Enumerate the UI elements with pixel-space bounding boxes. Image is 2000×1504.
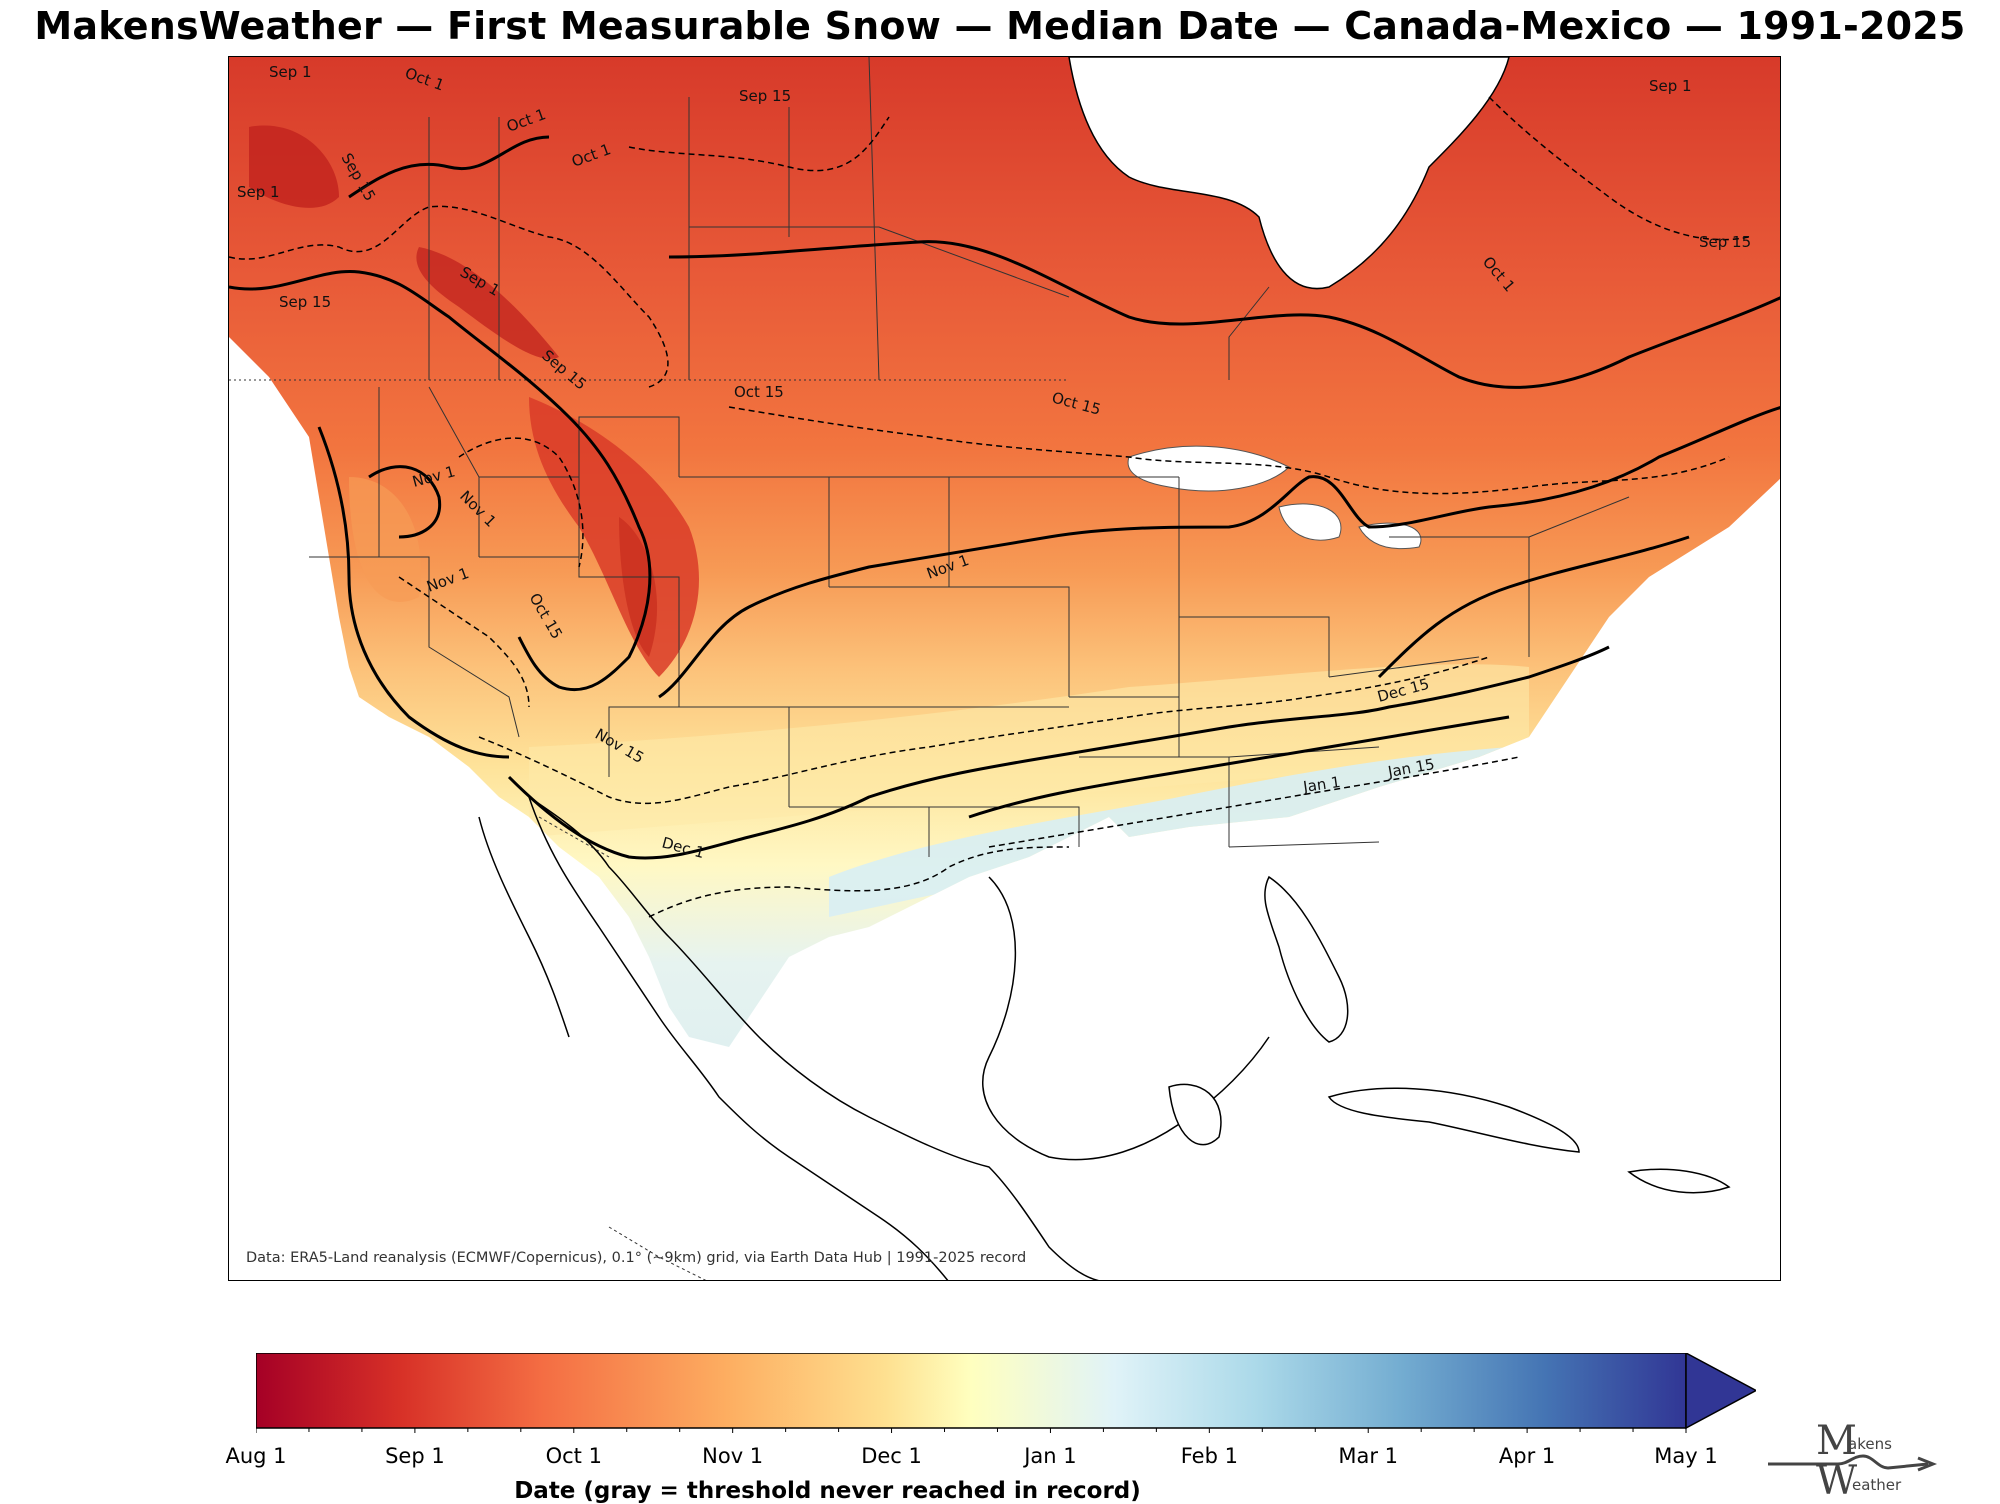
contours [229,96,1780,918]
colorbar-tick-label: Aug 1 [225,1444,287,1468]
colorbar-tick-label: Apr 1 [1498,1444,1556,1468]
map-canvas: Sep 1 Sep 1 Sep 1 Sep 1 Sep 15 Sep 15 Se… [229,57,1780,1280]
colorbar-label: Date (gray = threshold never reached in … [514,1478,1141,1504]
logo-text-eather: eather [1852,1476,1902,1494]
contour-label-sep15-e: Sep 15 [1699,233,1751,251]
colorbar-tick-label: Feb 1 [1180,1444,1238,1468]
makensweather-logo: M akens W eather [1768,1418,1938,1504]
colorbar-extend-arrow [1685,1353,1756,1430]
colorbar-tick-label: Dec 1 [861,1444,922,1468]
colorbar-tick-label: May 1 [1654,1444,1718,1468]
state-boundaries [229,57,1630,1280]
data-credit: Data: ERA5-Land reanalysis (ECMWF/Copern… [246,1250,1027,1266]
colorbar-tick-label: Oct 1 [545,1444,602,1468]
map-panel: Sep 1 Sep 1 Sep 1 Sep 1 Sep 15 Sep 15 Se… [228,56,1781,1281]
colorbar-tick-label: Nov 1 [702,1444,764,1468]
logo-letter-m: M [1816,1418,1857,1464]
contour-label-sep1-d: Sep 1 [1649,77,1692,95]
contour-label-jan1: Jan 1 [1301,773,1342,796]
logo-text-akens: akens [1848,1435,1892,1453]
colorbar [256,1353,1756,1433]
colorbar-ramp [256,1353,1687,1429]
contour-label-sep1-b: Sep 1 [237,183,280,201]
contour-label-sep1: Sep 1 [269,63,312,81]
colorbar-tick-label: Sep 1 [385,1444,445,1468]
map-title: MakensWeather — First Measurable Snow — … [34,4,1966,48]
logo-letter-w: W [1816,1458,1858,1504]
contour-label-oct15: Oct 15 [734,383,784,401]
colorbar-tick-label: Jan 1 [1024,1444,1077,1468]
contour-label-sep15: Sep 15 [739,87,791,105]
colorbar-tick-label: Mar 1 [1338,1444,1399,1468]
contour-label-sep15-b: Sep 15 [279,293,331,311]
